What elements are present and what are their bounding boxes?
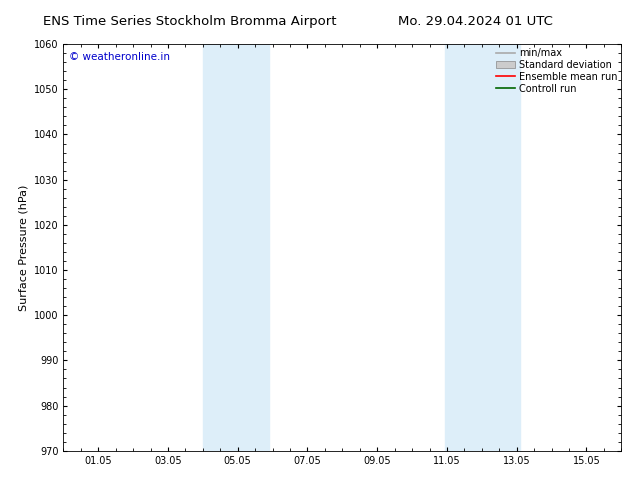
Bar bbox=[203, 44, 236, 451]
Bar bbox=[482, 44, 520, 451]
Bar bbox=[236, 44, 269, 451]
Text: © weatheronline.in: © weatheronline.in bbox=[69, 52, 170, 62]
Legend: min/max, Standard deviation, Ensemble mean run, Controll run: min/max, Standard deviation, Ensemble me… bbox=[494, 46, 619, 96]
Y-axis label: Surface Pressure (hPa): Surface Pressure (hPa) bbox=[18, 184, 29, 311]
Text: ENS Time Series Stockholm Bromma Airport: ENS Time Series Stockholm Bromma Airport bbox=[44, 15, 337, 28]
Bar bbox=[445, 44, 482, 451]
Text: Mo. 29.04.2024 01 UTC: Mo. 29.04.2024 01 UTC bbox=[398, 15, 553, 28]
